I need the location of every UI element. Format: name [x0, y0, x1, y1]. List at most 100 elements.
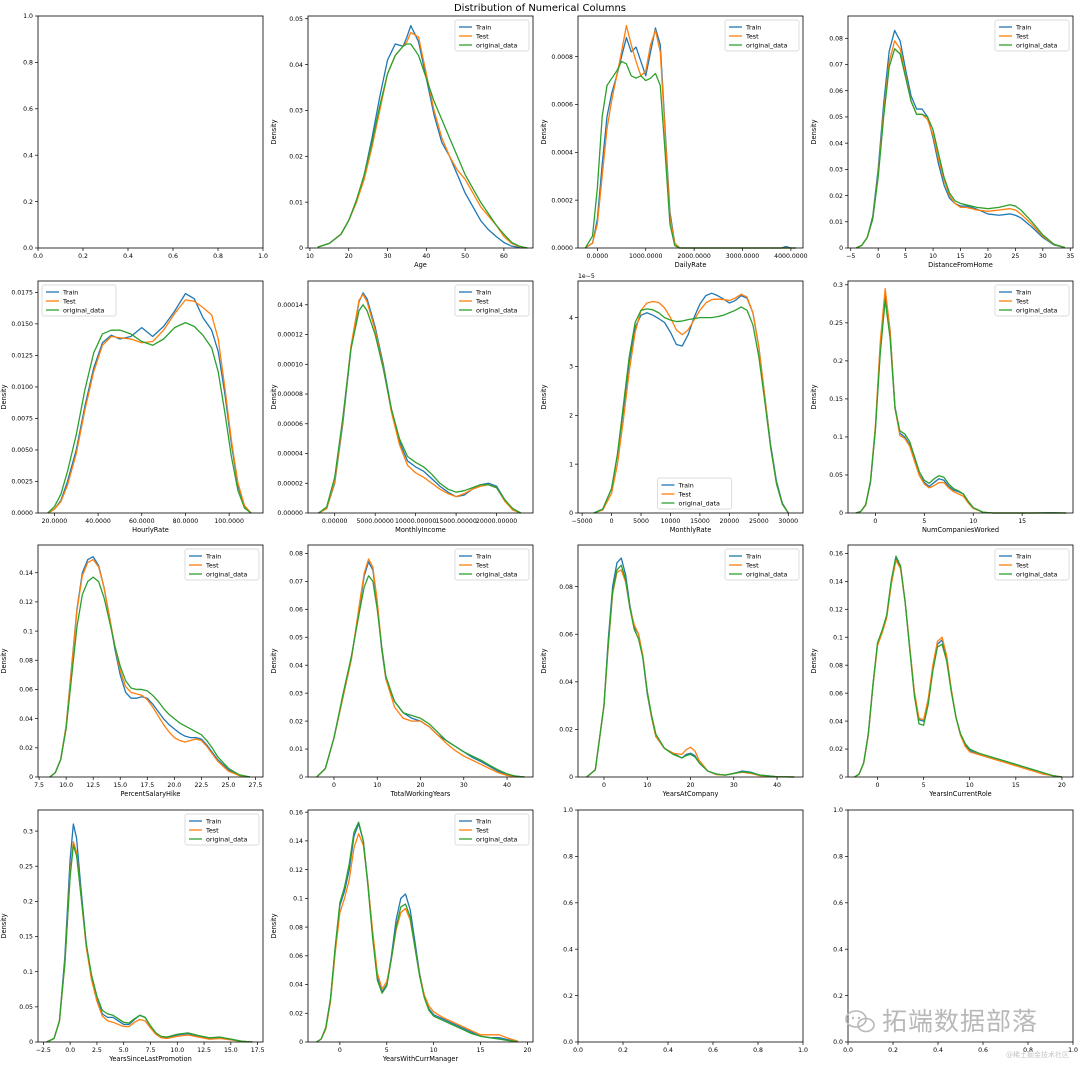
- legend-entry: original_data: [206, 835, 248, 843]
- series-line-test: [47, 299, 252, 514]
- subplot-5: 20.0000 40.0000 60.0000 80.0000 100.0000 0.00…: [0, 280, 264, 534]
- x-tick-label: 20000.00000: [476, 518, 517, 525]
- x-tick-label: 30: [384, 253, 392, 260]
- y-tick-label: 0.1: [23, 628, 33, 635]
- axes-frame: [307, 15, 534, 249]
- y-offset-text: 1e−5: [578, 273, 595, 280]
- x-tick-label: 20.0000: [42, 518, 68, 525]
- x-axis-label: DailyRate: [675, 261, 707, 269]
- legend-box: [454, 19, 530, 52]
- x-tick-label: 0.4: [933, 1047, 943, 1054]
- series-line-test: [316, 833, 519, 1043]
- y-tick-label: 0.8: [563, 854, 573, 861]
- x-axis-label: YearsWithCurrManager: [382, 1055, 459, 1063]
- x-tick-label: 30: [460, 782, 468, 789]
- watermark: 拓端数据部落 @稀土掘金技术社区: [842, 1000, 1072, 1060]
- figure-title: Distribution of Numerical Columns: [454, 3, 626, 14]
- x-tick-label: 0: [338, 1047, 342, 1054]
- y-tick-label: 0.00002: [277, 480, 303, 487]
- x-tick-label: 0.0000: [587, 253, 609, 260]
- y-tick-label: 0.0175: [11, 290, 33, 297]
- x-tick-label: 40: [773, 782, 781, 789]
- y-tick-label: 0.07: [289, 579, 303, 586]
- x-tick-label: 60.0000: [129, 518, 155, 525]
- y-tick-label: 0.0025: [11, 479, 33, 486]
- y-tick-label: 0.0050: [11, 447, 33, 454]
- y-axis-label: Density: [0, 648, 8, 673]
- x-tick-label: 50: [461, 253, 469, 260]
- series-line-train: [317, 24, 528, 249]
- legend-box: [454, 813, 530, 846]
- legend-entry: Train: [475, 23, 491, 31]
- axes-frame: [37, 280, 264, 514]
- legend-entry: Test: [475, 826, 489, 834]
- x-tick-label: 0.4: [123, 253, 133, 260]
- x-tick-label: 1.0: [798, 1047, 808, 1054]
- y-tick-label: 0.06: [829, 690, 843, 697]
- legend-box: [184, 548, 260, 581]
- x-tick-label: 4000.0000: [774, 253, 808, 260]
- series-line-original-data: [46, 844, 253, 1043]
- y-tick-label: 0.03: [289, 690, 303, 697]
- x-tick-label: 7.5: [146, 1047, 156, 1054]
- series-line-original-data: [584, 60, 796, 249]
- x-axis-label: DistanceFromHome: [928, 261, 993, 269]
- y-tick-label: 0: [299, 245, 303, 252]
- x-tick-label: 25000: [749, 518, 769, 525]
- x-tick-label: 0.2: [618, 1047, 628, 1054]
- x-axis-label: MonthlyIncome: [395, 526, 446, 534]
- x-tick-label: 5: [922, 518, 926, 525]
- series-line-original-data: [586, 564, 795, 778]
- y-tick-label: 0.1: [833, 434, 843, 441]
- legend-entry: Test: [475, 32, 489, 40]
- x-tick-label: 10: [643, 782, 651, 789]
- y-tick-label: 0.0000: [551, 245, 573, 252]
- watermark-subtext: @稀土掘金技术社区: [1006, 1051, 1069, 1059]
- x-tick-label: 0.8: [753, 1047, 763, 1054]
- y-tick-label: 0.08: [289, 924, 303, 931]
- series-line-test: [586, 569, 795, 778]
- legend-entry: Train: [205, 552, 221, 560]
- legend-box: [454, 284, 530, 317]
- legend-entry: original_data: [476, 835, 518, 843]
- x-tick-label: 0.0: [33, 253, 43, 260]
- legend-entry: Train: [205, 817, 221, 825]
- series-line-original-data: [855, 299, 1067, 514]
- legend-entry: Train: [678, 481, 694, 489]
- x-tick-label: 2.5: [92, 1047, 102, 1054]
- y-tick-label: 0.16: [829, 551, 843, 558]
- y-tick-label: 0: [29, 774, 33, 781]
- x-tick-label: 0: [876, 253, 880, 260]
- y-tick-label: 0.2: [23, 199, 33, 206]
- x-axis-label: HourlyRate: [132, 526, 169, 534]
- x-tick-label: 0.2: [78, 253, 88, 260]
- y-tick-label: 0.12: [829, 606, 843, 613]
- legend-entry: Test: [62, 297, 76, 305]
- y-tick-label: 0.00010: [277, 361, 303, 368]
- legend-entry: Test: [1015, 32, 1029, 40]
- axes-frame: [847, 280, 1074, 514]
- watermark-text: 拓端数据部落: [882, 1007, 1039, 1036]
- y-tick-label: 0: [569, 510, 573, 517]
- y-tick-label: 0.01: [829, 219, 843, 226]
- series-line-train: [316, 823, 519, 1043]
- y-axis-label: Density: [540, 384, 548, 409]
- subplot-8: 0 5 10 15 0 0.05 0.1 0.15 0.2 0.25 0.3 NumCompanies…: [810, 280, 1074, 534]
- y-tick-label: 0.0: [563, 1039, 573, 1046]
- axes-frame: [847, 544, 1074, 778]
- legend-entry: original_data: [476, 306, 518, 314]
- subplot-grid: 0.0 0.2 0.4 0.6 0.8 1.00.00.20.40.60.81.010 20…: [0, 13, 1078, 1063]
- legend-entry: Test: [475, 297, 489, 305]
- x-tick-label: 10000.00000: [395, 518, 436, 525]
- x-tick-label: 15.0: [224, 1047, 238, 1054]
- x-tick-label: 10.0: [170, 1047, 184, 1054]
- x-tick-label: 5000: [633, 518, 649, 525]
- x-tick-label: 30000: [778, 518, 798, 525]
- series-line-test: [855, 40, 1065, 249]
